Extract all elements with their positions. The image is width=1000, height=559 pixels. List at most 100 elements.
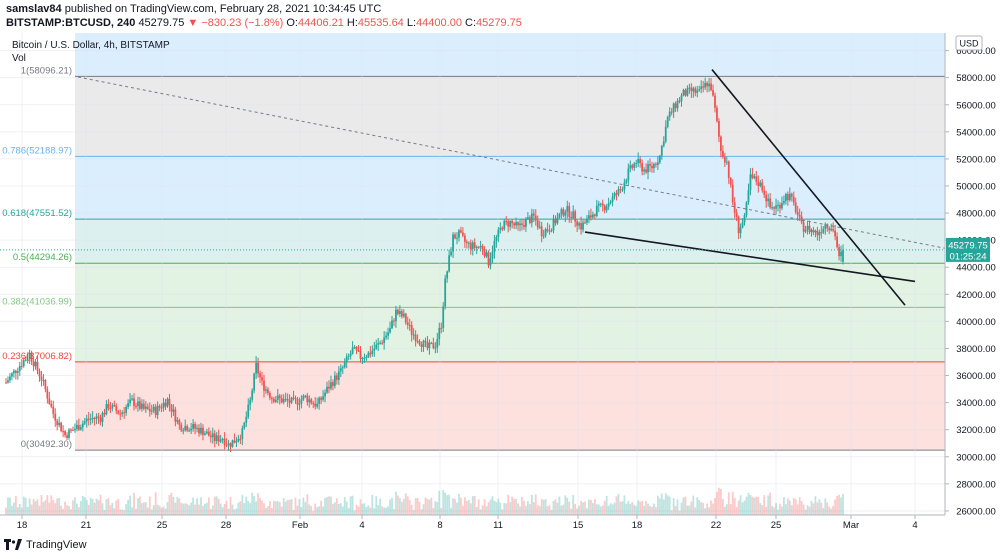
volume-bar bbox=[217, 498, 220, 515]
candle-body bbox=[515, 222, 517, 226]
candle-body bbox=[759, 182, 762, 187]
volume-bar bbox=[481, 505, 484, 515]
volume-bar bbox=[414, 498, 417, 515]
volume-bar bbox=[150, 509, 153, 515]
y-tick-label: 50000.00 bbox=[956, 181, 996, 192]
candle-body bbox=[9, 376, 11, 381]
currency-button[interactable]: USD bbox=[955, 35, 983, 51]
volume-bar bbox=[306, 494, 309, 515]
volume-bar bbox=[615, 496, 618, 515]
candle-body bbox=[66, 435, 68, 438]
candle-body bbox=[477, 246, 480, 248]
volume-bar bbox=[79, 501, 82, 515]
candle-body bbox=[326, 386, 328, 393]
candle-body bbox=[204, 433, 206, 435]
volume-bar bbox=[501, 509, 504, 515]
volume-bar bbox=[188, 505, 191, 515]
close-label: C: bbox=[465, 17, 477, 29]
volume-bar bbox=[270, 507, 273, 515]
volume-bar bbox=[176, 496, 179, 515]
volume-bar bbox=[719, 488, 722, 515]
candle-body bbox=[129, 399, 131, 404]
volume-bar bbox=[452, 498, 454, 515]
volume-bar bbox=[422, 504, 425, 515]
volume-bar bbox=[572, 495, 575, 515]
symbol-label: BITSTAMP:BTCUSD, 240 bbox=[6, 17, 136, 29]
candle-body bbox=[383, 337, 386, 343]
candle-body bbox=[205, 431, 208, 434]
volume-bar bbox=[385, 507, 387, 515]
volume-bar bbox=[446, 495, 449, 515]
volume-bar bbox=[800, 500, 803, 515]
candle-body bbox=[363, 357, 366, 359]
candle-body bbox=[497, 229, 500, 238]
candle-body bbox=[186, 426, 189, 431]
candle-body bbox=[278, 395, 281, 399]
volume-bar bbox=[438, 490, 441, 515]
volume-bar bbox=[836, 496, 838, 515]
volume-bar bbox=[109, 505, 112, 515]
candle-body bbox=[56, 420, 59, 426]
volume-bar bbox=[257, 493, 259, 515]
candle-body bbox=[609, 201, 612, 204]
y-tick-label: 56000.00 bbox=[956, 100, 996, 111]
volume-bar bbox=[74, 497, 76, 515]
volume-bar bbox=[152, 505, 155, 515]
volume-bar bbox=[103, 509, 106, 515]
candle-body bbox=[741, 222, 744, 228]
volume-bar bbox=[440, 507, 443, 515]
volume-bar bbox=[333, 502, 336, 515]
candle-body bbox=[400, 311, 403, 317]
candle-body bbox=[745, 202, 748, 216]
volume-bar bbox=[235, 508, 238, 515]
candle-body bbox=[257, 362, 259, 374]
volume-bar bbox=[483, 499, 486, 515]
candle-body bbox=[534, 215, 537, 221]
support-trendline bbox=[584, 231, 916, 283]
volume-bar bbox=[576, 508, 579, 515]
candle-body bbox=[458, 230, 460, 238]
candle-body bbox=[694, 88, 697, 93]
tradingview-logo-icon bbox=[4, 539, 22, 550]
candle-body bbox=[426, 341, 429, 349]
brand-text[interactable]: TradingView bbox=[26, 539, 87, 551]
candle-body bbox=[519, 223, 521, 226]
volume-bar bbox=[798, 497, 801, 515]
candle-body bbox=[308, 399, 311, 403]
candle-body bbox=[357, 350, 360, 352]
candle-body bbox=[233, 440, 236, 443]
candle-body bbox=[389, 328, 391, 333]
fib-label: 1(58096.21) bbox=[21, 65, 72, 76]
candle-body bbox=[452, 234, 454, 252]
candle-body bbox=[113, 404, 116, 406]
candle-body bbox=[505, 220, 508, 222]
candle-body bbox=[702, 86, 705, 88]
volume-bar bbox=[237, 502, 240, 515]
candle-body bbox=[560, 209, 563, 215]
candle-body bbox=[140, 403, 143, 409]
candle-body bbox=[704, 82, 707, 88]
volume-bar bbox=[741, 502, 744, 515]
candle-body bbox=[292, 397, 295, 399]
volume-bar bbox=[725, 504, 728, 515]
volume-bar bbox=[60, 505, 63, 515]
volume-bar bbox=[538, 506, 541, 515]
candle-body bbox=[387, 332, 389, 336]
volume-bar bbox=[139, 496, 141, 515]
candle-body bbox=[513, 223, 516, 226]
candle-body bbox=[402, 313, 405, 317]
volume-bar bbox=[450, 507, 452, 515]
candle-body bbox=[178, 420, 181, 425]
volume-bar bbox=[211, 505, 214, 515]
x-tick-label: 25 bbox=[771, 520, 782, 531]
candle-body bbox=[436, 339, 439, 348]
candle-body bbox=[36, 361, 39, 371]
candle-body bbox=[101, 412, 104, 422]
currency-label: USD bbox=[959, 39, 979, 49]
volume-bar bbox=[318, 506, 321, 515]
candle-body bbox=[832, 228, 835, 231]
volume-bar bbox=[288, 499, 291, 515]
author-name[interactable]: samslav84 bbox=[6, 3, 62, 15]
candle-body bbox=[341, 367, 344, 369]
